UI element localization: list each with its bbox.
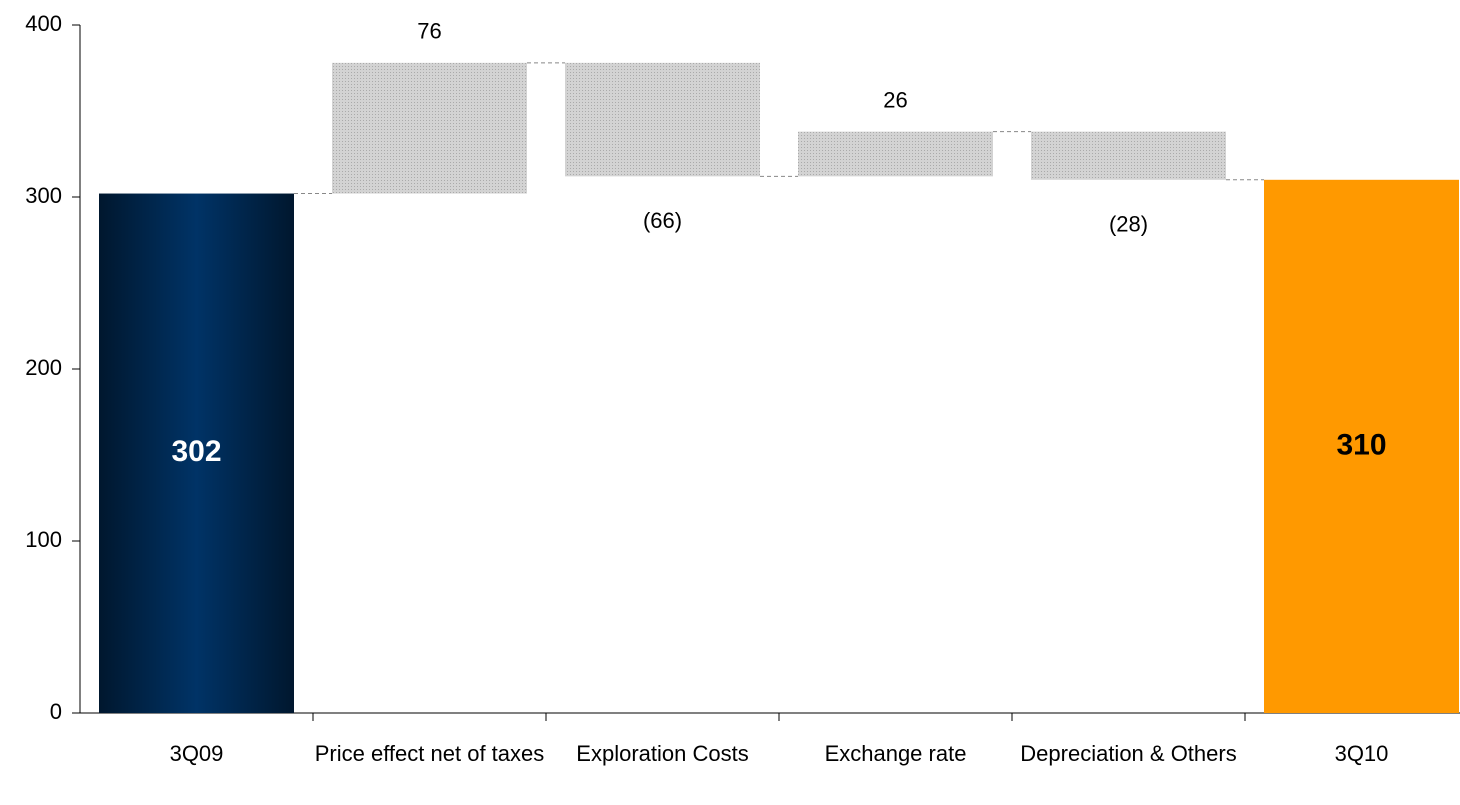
x-tick-label-box: Depreciation & Others [1020, 741, 1237, 766]
value-label: (66) [643, 208, 682, 233]
bar-texture [798, 131, 993, 177]
bar-texture [1031, 131, 1226, 180]
x-tick-label: Depreciation & Others [1020, 741, 1237, 766]
value-label: 26 [883, 87, 907, 112]
y-tick-label: 200 [25, 355, 62, 380]
x-tick-label-box: 3Q09 [169, 741, 224, 766]
y-tick-label: 400 [25, 11, 62, 36]
value-label: (28) [1109, 212, 1148, 237]
x-tick-label-box: Price effect net of taxes [314, 741, 545, 766]
x-tick-label-box: Exploration Costs [576, 741, 749, 766]
value-label: 310 [1336, 428, 1386, 461]
bar-texture [332, 62, 527, 194]
bar-texture [565, 62, 760, 177]
x-tick-label-box: Exchange rate [824, 741, 967, 766]
x-tick-label: Exploration Costs [576, 741, 749, 766]
x-tick-label: 3Q09 [169, 741, 224, 766]
x-tick-label: Exchange rate [824, 741, 967, 766]
bar [1264, 179, 1459, 714]
value-label: 302 [171, 435, 221, 468]
bar-shade [99, 193, 294, 713]
y-tick-label: 0 [50, 699, 62, 724]
y-tick-label: 100 [25, 527, 62, 552]
x-tick-label: 3Q10 [1334, 741, 1389, 766]
x-tick-label-box: 3Q10 [1334, 741, 1389, 766]
y-tick-label: 300 [25, 183, 62, 208]
value-label: 76 [417, 19, 441, 44]
x-tick-label: Price effect net of taxes [314, 741, 545, 766]
